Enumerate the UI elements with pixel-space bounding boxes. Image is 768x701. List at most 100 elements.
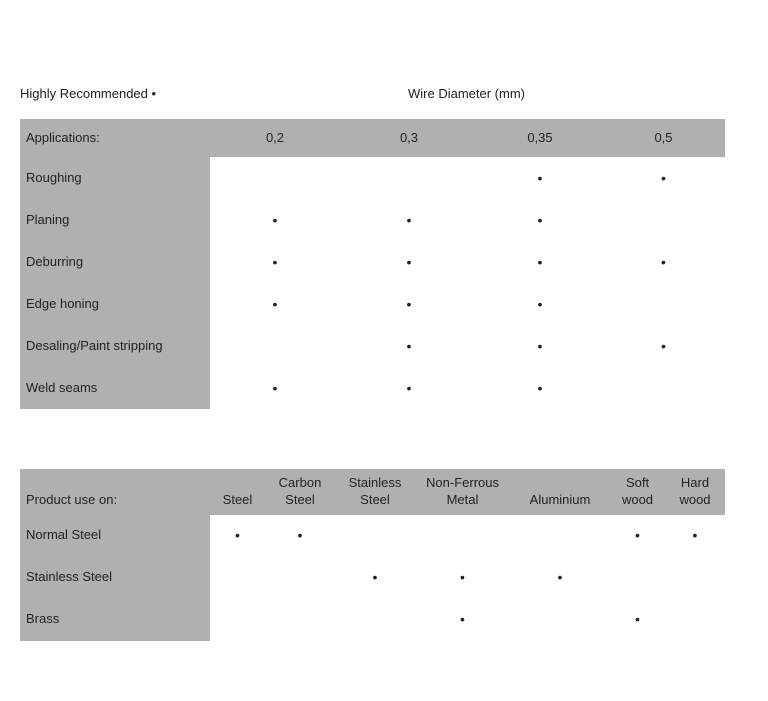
table2-cell (335, 515, 415, 557)
wire-diameter-table-block: Highly Recommended • Wire Diameter (mm) … (20, 86, 748, 409)
dot-marker-icon: • (407, 380, 412, 396)
table2-col-header: Soft wood (610, 469, 665, 515)
dot-marker-icon: • (538, 380, 543, 396)
dot-marker-icon: • (693, 527, 698, 543)
table2-cell: • (665, 515, 725, 557)
table-row: Normal Steel • • • • (20, 515, 725, 557)
dot-marker-icon: • (273, 296, 278, 312)
table1-row-label: Deburring (20, 241, 210, 283)
table1-col-header: 0,3 (340, 119, 478, 157)
table-row: Stainless Steel • • • (20, 557, 725, 599)
table2-cell: • (415, 557, 510, 599)
dot-marker-icon: • (558, 569, 563, 585)
table2-row-label: Normal Steel (20, 515, 210, 557)
dot-marker-icon: • (635, 527, 640, 543)
dot-marker-icon: • (661, 254, 666, 270)
dot-marker-icon: • (661, 170, 666, 186)
table1-top-labels: Highly Recommended • Wire Diameter (mm) (20, 86, 748, 101)
table1-cell: • (478, 325, 602, 367)
table2-cell (265, 557, 335, 599)
dot-marker-icon: • (538, 254, 543, 270)
dot-marker-icon: • (460, 611, 465, 627)
dot-marker-icon: • (235, 527, 240, 543)
table1-cell: • (602, 241, 725, 283)
table1-cell (602, 367, 725, 409)
table1-cell: • (210, 199, 340, 241)
table2-cell (210, 557, 265, 599)
table1-cell: • (478, 367, 602, 409)
table2-cell (510, 599, 610, 641)
table-row: Brass • • (20, 599, 725, 641)
table2-row-label: Stainless Steel (20, 557, 210, 599)
table1-cell: • (210, 367, 340, 409)
table2-cell: • (610, 515, 665, 557)
table1-cell (340, 157, 478, 199)
table2-cell (265, 599, 335, 641)
table-row: Deburring•••• (20, 241, 725, 283)
table1-row-label: Desaling/Paint stripping (20, 325, 210, 367)
table1-caption: Wire Diameter (mm) (408, 86, 525, 101)
legend-text: Highly Recommended • (20, 86, 408, 101)
table2-row-label-header: Product use on: (20, 469, 210, 515)
table1-cell: • (210, 283, 340, 325)
table2-cell (510, 515, 610, 557)
wire-diameter-table: Applications:0,20,30,350,5Roughing••Plan… (20, 119, 725, 409)
dot-marker-icon: • (538, 170, 543, 186)
table1-row-label-header: Applications: (20, 119, 210, 157)
table2-cell (610, 557, 665, 599)
table-row: Weld seams • • • (20, 367, 725, 409)
table2-cell (210, 599, 265, 641)
dot-marker-icon: • (407, 254, 412, 270)
table1-cell: • (478, 199, 602, 241)
table-row: Planing • • • (20, 199, 725, 241)
table1-cell: • (478, 283, 602, 325)
table1-row-label: Weld seams (20, 367, 210, 409)
product-use-table-block: Product use on:SteelCarbon SteelStainles… (20, 469, 748, 641)
table2-cell: • (510, 557, 610, 599)
table1-cell: • (340, 241, 478, 283)
table1-cell (210, 157, 340, 199)
dot-marker-icon: • (538, 212, 543, 228)
table2-cell (415, 515, 510, 557)
table2-cell: • (610, 599, 665, 641)
table1-col-header: 0,2 (210, 119, 340, 157)
table2-cell: • (415, 599, 510, 641)
table1-cell: • (602, 157, 725, 199)
dot-marker-icon: • (635, 611, 640, 627)
table1-col-header: 0,5 (602, 119, 725, 157)
table1-col-header: 0,35 (478, 119, 602, 157)
table1-cell: • (340, 283, 478, 325)
table2-col-header: Carbon Steel (265, 469, 335, 515)
dot-marker-icon: • (298, 527, 303, 543)
table1-cell: • (210, 241, 340, 283)
table2-col-header: Hard wood (665, 469, 725, 515)
dot-marker-icon: • (273, 380, 278, 396)
table1-row-label: Planing (20, 199, 210, 241)
table2-row-label: Brass (20, 599, 210, 641)
table1-cell: • (478, 157, 602, 199)
table1-cell: • (340, 199, 478, 241)
table2-cell (335, 599, 415, 641)
table2-col-header: Stainless Steel (335, 469, 415, 515)
table1-cell: • (602, 325, 725, 367)
table2-col-header: Steel (210, 469, 265, 515)
table-row: Desaling/Paint stripping • • • (20, 325, 725, 367)
table2-cell: • (210, 515, 265, 557)
dot-marker-icon: • (460, 569, 465, 585)
table2-cell: • (335, 557, 415, 599)
table-row: Edge honing••• (20, 283, 725, 325)
table1-cell (602, 283, 725, 325)
dot-marker-icon: • (538, 296, 543, 312)
table2-cell (665, 599, 725, 641)
table1-cell: • (340, 367, 478, 409)
table1-cell (210, 325, 340, 367)
table-row: Roughing • • (20, 157, 725, 199)
table2-cell (665, 557, 725, 599)
table1-cell: • (340, 325, 478, 367)
dot-marker-icon: • (407, 338, 412, 354)
dot-marker-icon: • (273, 212, 278, 228)
dot-marker-icon: • (373, 569, 378, 585)
dot-marker-icon: • (538, 338, 543, 354)
table1-row-label: Roughing (20, 157, 210, 199)
dot-marker-icon: • (407, 212, 412, 228)
